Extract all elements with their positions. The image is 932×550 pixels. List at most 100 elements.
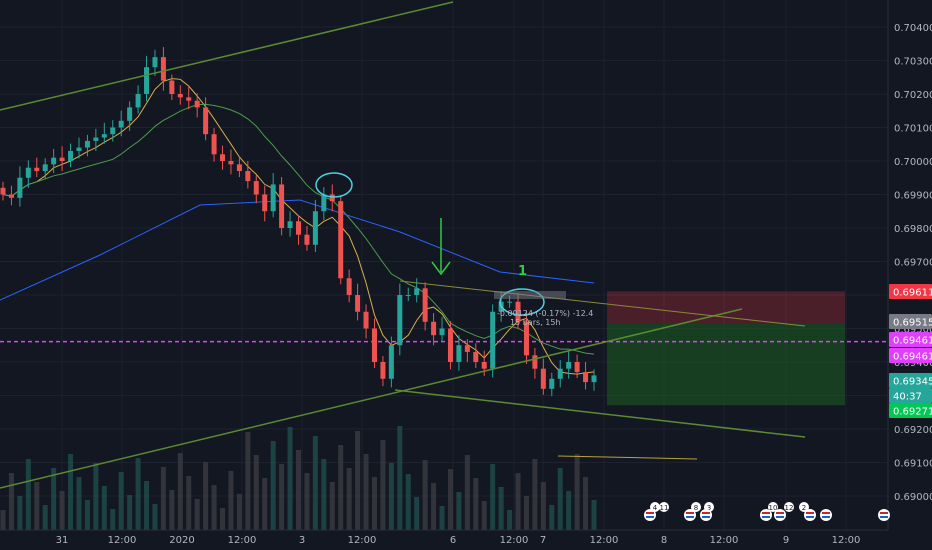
candle-body[interactable] [110,127,116,135]
event-flag[interactable] [684,509,696,521]
candle-body[interactable] [591,375,597,383]
trade-zones[interactable] [607,291,845,406]
candle-body[interactable] [135,94,141,108]
candle-body[interactable] [540,368,546,389]
event-count-badge[interactable] [768,502,778,512]
candle-body[interactable] [515,301,521,322]
price-badge[interactable] [889,388,932,403]
candle-body[interactable] [464,345,470,352]
candle-body[interactable] [363,311,369,329]
candle-body[interactable] [397,295,403,346]
candle-body[interactable] [270,184,276,212]
candle-body[interactable] [203,107,209,135]
candle-body[interactable] [549,378,555,389]
event-flag[interactable] [774,509,786,521]
candle-body[interactable] [371,328,377,363]
candle-body[interactable] [296,221,301,235]
candle-body[interactable] [456,345,462,362]
event-markers[interactable]: 4 11 8 3 10 12 2 [644,502,890,521]
highlight-ellipse[interactable] [499,288,545,316]
event-flag[interactable] [820,509,832,521]
candle-body[interactable] [566,362,572,369]
candle-body[interactable] [68,150,74,161]
event-count-badge[interactable] [650,502,660,512]
candle-body[interactable] [523,321,529,356]
event-flag[interactable] [760,509,772,521]
down-arrow-icon[interactable] [431,261,451,276]
candle-body[interactable] [211,134,217,155]
price-badge[interactable] [889,284,932,299]
candle-body[interactable] [0,187,6,195]
price-axis[interactable]: 0.70400 0.70300 0.70200 0.70100 0.70000 0.699… [887,0,932,550]
candle-body[interactable] [253,181,259,195]
candle-body[interactable] [414,288,420,295]
candle-body[interactable] [236,164,242,172]
candle-body[interactable] [439,328,445,336]
candle-body[interactable] [490,311,496,369]
falling-resistance-line[interactable] [399,280,806,327]
candle-body[interactable] [34,167,40,172]
candle-body[interactable] [42,164,48,172]
highlight-ellipse[interactable] [315,172,353,198]
candle-body[interactable] [532,355,538,369]
candle-body[interactable] [8,194,14,198]
candle-body[interactable] [287,221,293,228]
falling-support-line[interactable] [394,389,806,438]
event-count-badge[interactable] [799,502,809,512]
candle-body[interactable] [245,171,251,182]
event-count-badge[interactable] [784,502,794,512]
candle-body[interactable] [557,368,563,379]
candle-body[interactable] [186,97,192,101]
candle-body[interactable] [127,107,133,121]
candle-body[interactable] [507,301,513,303]
candle-body[interactable] [312,211,318,245]
price-badge[interactable] [889,403,932,418]
event-flag[interactable] [804,509,816,521]
candle-body[interactable] [329,194,335,202]
candle-body[interactable] [380,362,386,379]
candle-body[interactable] [262,194,268,212]
candle-body[interactable] [177,94,183,98]
candle-body[interactable] [447,328,453,363]
candle-body[interactable] [481,362,487,369]
event-count-badge[interactable] [659,502,669,512]
candle-body[interactable] [144,67,150,94]
candle-body[interactable] [431,321,437,336]
stop-loss-zone[interactable] [607,291,845,324]
price-badge[interactable] [889,314,932,329]
drawings[interactable]: 1 -0.00124 (-0.17%) -12.415 bars, 15h [0,1,806,489]
candle-body[interactable] [101,134,107,138]
rising-trendline[interactable] [0,308,743,489]
candle-body[interactable] [25,167,31,178]
upper-channel-line[interactable] [0,1,454,111]
candle-body[interactable] [152,57,158,68]
event-count-badge[interactable] [691,502,701,512]
candle-body[interactable] [160,57,166,81]
candle-body[interactable] [279,184,285,228]
event-flag[interactable] [644,509,656,521]
candle-body[interactable] [355,295,361,312]
candle-body[interactable] [338,201,344,279]
candle-body[interactable] [583,372,589,383]
candle-body[interactable] [59,157,65,161]
candle-body[interactable] [405,295,411,296]
candle-body[interactable] [17,177,23,198]
time-axis[interactable]: 31 12:00 2020 12:00 3 12:00 6 12:00 7 12:00 8 12:00… [0,529,888,546]
candle-body[interactable] [304,234,310,245]
candlesticks[interactable] [0,47,597,397]
candle-body[interactable] [76,147,82,151]
price-badge[interactable] [889,348,932,363]
price-badge[interactable] [889,332,932,347]
candle-body[interactable] [84,140,90,148]
candle-body[interactable] [220,154,226,161]
candle-body[interactable] [169,80,175,94]
candle-body[interactable] [321,194,327,212]
event-flag[interactable] [878,509,890,521]
candle-body[interactable] [51,157,57,165]
candle-body[interactable] [93,137,99,141]
candle-body[interactable] [473,351,479,362]
measure-bar[interactable] [494,291,566,299]
price-badge[interactable] [889,373,932,388]
candle-body[interactable] [194,100,200,108]
